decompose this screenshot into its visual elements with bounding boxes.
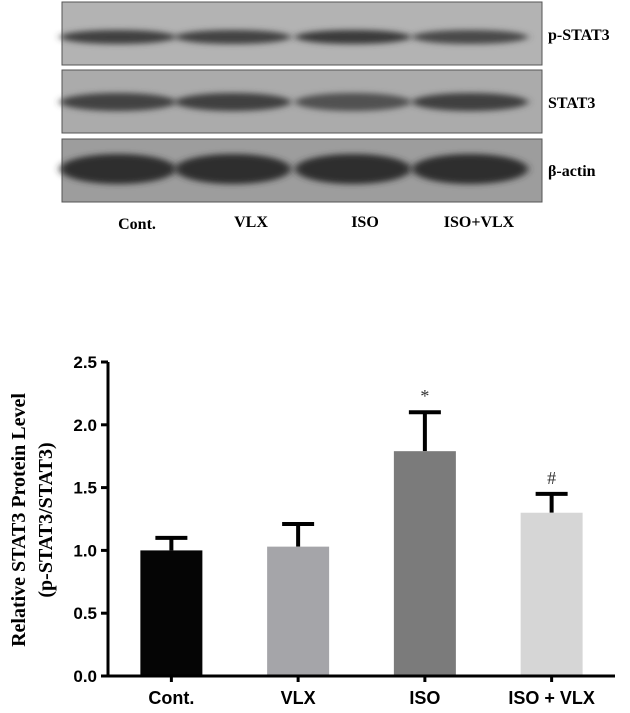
blot-row-label-beta-actin: β-actin xyxy=(548,163,596,180)
y-tick-label: 2.5 xyxy=(73,353,97,372)
y-tick-label: 0.5 xyxy=(73,604,97,623)
blot-band xyxy=(295,93,411,111)
blot-band xyxy=(60,30,176,44)
blot-band xyxy=(412,93,528,111)
y-tick-label: 1.0 xyxy=(73,541,97,560)
blot-band xyxy=(60,93,176,111)
blot-band xyxy=(295,154,411,184)
bar-chart: *# 0.00.51.01.52.02.5 Cont. VLX ISO ISO + V… xyxy=(73,353,615,708)
x-tick-label: ISO xyxy=(409,688,440,708)
blot-band xyxy=(175,154,291,184)
blot-band xyxy=(412,154,528,184)
bar xyxy=(267,546,330,676)
y-axis-label-subtitle: (p-STAT3/STAT3) xyxy=(35,442,57,597)
bar xyxy=(393,451,456,676)
x-tick-label: Cont. xyxy=(148,688,194,708)
western-blot-panel xyxy=(60,1,543,203)
y-tick-label: 0.0 xyxy=(73,667,97,686)
y-tick-label: 2.0 xyxy=(73,416,97,435)
blot-band xyxy=(175,93,291,111)
blot-band xyxy=(60,154,176,184)
y-tick-label: 1.5 xyxy=(73,479,97,498)
x-tick-label: ISO + VLX xyxy=(508,688,595,708)
x-axis-labels: Cont. VLX ISO ISO + VLX xyxy=(148,676,595,708)
x-tick-label: VLX xyxy=(281,688,316,708)
blot-band xyxy=(412,30,528,44)
blot-band xyxy=(295,30,411,44)
significance-marker: # xyxy=(547,468,556,488)
y-axis-ticks: 0.0 0.5 1.0 1.5 2.0 2.5 xyxy=(73,353,108,686)
blot-lane-label-iso-vlx: ISO+VLX xyxy=(444,214,515,231)
y-axis-label: Relative STAT3 Protein Level xyxy=(8,393,30,647)
blot-band xyxy=(175,30,291,44)
blot-lane-label-iso: ISO xyxy=(351,214,379,231)
bar xyxy=(520,512,583,676)
bar xyxy=(140,550,203,676)
blot-lane-label-cont: Cont. xyxy=(118,216,156,233)
chart-axes xyxy=(106,362,615,678)
blot-row-label-stat3: STAT3 xyxy=(548,95,595,112)
blot-lane-label-vlx: VLX xyxy=(234,214,268,231)
bar-series: *# xyxy=(140,386,583,676)
blot-row-label-p-stat3: p-STAT3 xyxy=(548,27,610,44)
significance-marker: * xyxy=(420,386,429,406)
